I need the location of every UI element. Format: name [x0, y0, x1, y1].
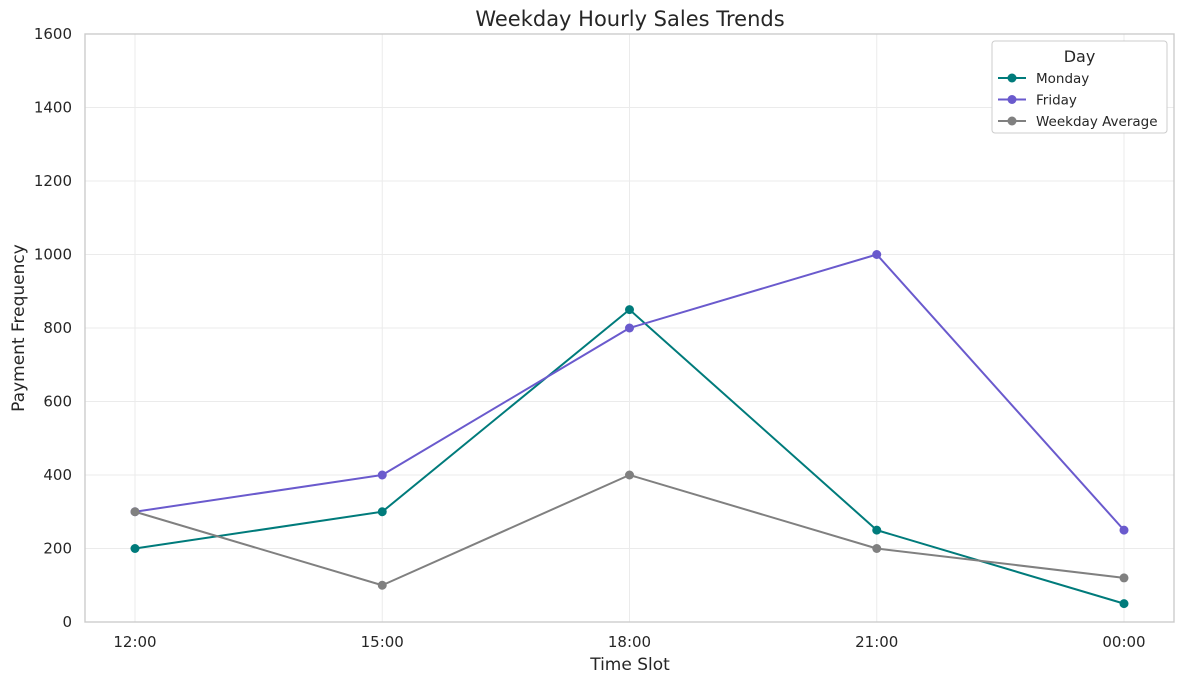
- y-tick-label: 1600: [34, 25, 72, 43]
- x-tick-label: 21:00: [855, 633, 898, 651]
- data-point-weekday-average: [130, 507, 140, 517]
- data-point-weekday-average: [1119, 573, 1129, 583]
- legend-item-weekday-average: Weekday Average: [998, 114, 1158, 130]
- chart-title: Weekday Hourly Sales Trends: [475, 7, 784, 31]
- y-tick-label: 800: [43, 319, 72, 337]
- data-point-friday: [377, 470, 387, 480]
- data-point-weekday-average: [377, 580, 387, 590]
- y-tick-label: 1400: [34, 99, 72, 117]
- legend-item-friday: Friday: [998, 93, 1077, 109]
- y-tick-label: 200: [43, 540, 72, 558]
- legend-swatch-marker: [1007, 95, 1017, 104]
- data-point-monday: [130, 544, 140, 553]
- x-tick-label: 00:00: [1102, 633, 1145, 651]
- y-tick-label: 1200: [34, 172, 72, 190]
- legend-box: [991, 40, 1168, 134]
- x-tick-label: 12:00: [113, 633, 156, 651]
- x-tick-label: 15:00: [361, 633, 404, 651]
- legend-title: Day: [1064, 47, 1096, 66]
- y-tick-label: 1000: [34, 246, 72, 264]
- x-axis-label: Time Slot: [589, 655, 670, 675]
- data-point-monday: [872, 525, 882, 535]
- data-point-friday: [872, 250, 882, 259]
- x-tick-label: 18:00: [608, 633, 651, 651]
- legend-label: Friday: [1036, 93, 1077, 109]
- data-point-weekday-average: [872, 544, 882, 553]
- data-point-weekday-average: [625, 470, 634, 480]
- plot-frame: [84, 33, 1175, 623]
- y-axis-ticks: 0 200 400 600 800 1000 1200 1400 1600: [34, 25, 72, 631]
- legend-label: Monday: [1036, 71, 1089, 87]
- data-point-monday: [625, 305, 634, 315]
- data-point-friday: [625, 323, 634, 333]
- y-tick-label: 400: [43, 466, 72, 484]
- series-group: [130, 250, 1129, 609]
- legend-item-monday: Monday: [998, 71, 1089, 87]
- series-monday: [130, 305, 1129, 609]
- y-axis-label: Payment Frequency: [9, 244, 29, 412]
- series-weekday-average: [130, 470, 1129, 590]
- legend: Day Monday Friday Weekday Average: [991, 40, 1168, 134]
- legend-label: Weekday Average: [1036, 114, 1158, 130]
- data-point-friday: [1119, 525, 1129, 535]
- y-tick-label: 0: [62, 613, 72, 631]
- legend-swatch-marker: [1007, 73, 1017, 83]
- data-point-monday: [1119, 599, 1129, 609]
- legend-swatch-marker: [1007, 116, 1017, 126]
- y-tick-label: 600: [43, 393, 72, 411]
- data-point-monday: [377, 507, 387, 517]
- x-axis-ticks: 12:00 15:00 18:00 21:00 00:00: [113, 633, 1145, 651]
